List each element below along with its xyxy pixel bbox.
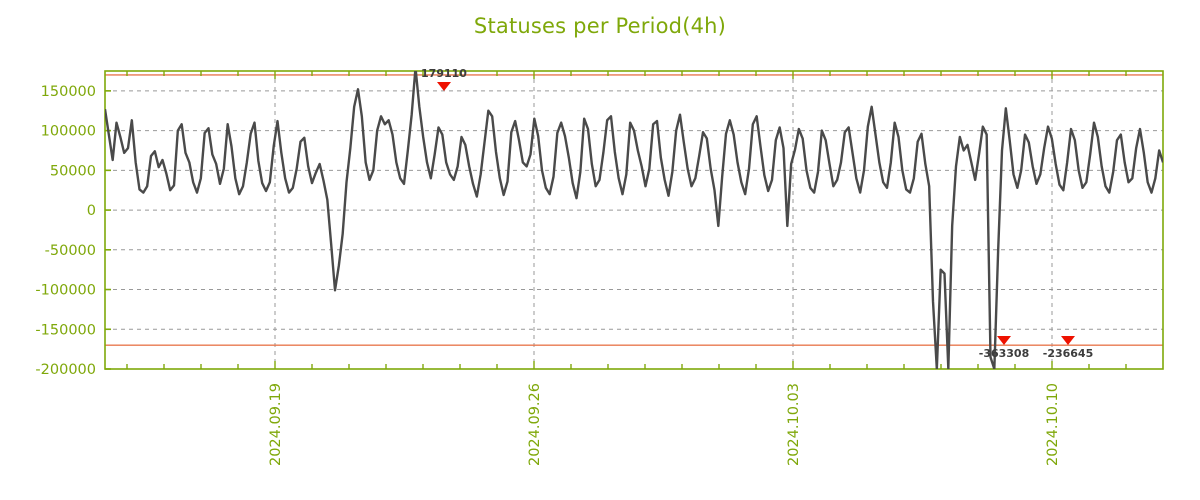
y-axis-labels: 150000 100000 50000 0 -50000 -100000 -150000 -2… xyxy=(35,84,96,378)
min-annotation-1-marker xyxy=(997,336,1011,345)
plot-frame xyxy=(104,70,1164,370)
y-axis-tick-label: 50000 xyxy=(50,163,96,179)
min-annotation-2-marker xyxy=(1061,336,1075,345)
min-annotation-2-label: -236645 xyxy=(1043,347,1094,360)
plot-background xyxy=(105,71,1163,369)
x-axis-tick-label: 2024.10.03 xyxy=(786,383,802,466)
min-annotation-1-label: -363308 xyxy=(979,347,1030,360)
y-axis-tick-label: -150000 xyxy=(35,322,96,338)
x-axis-tick-label: 2024.09.19 xyxy=(268,383,284,466)
annotations: 179110 -363308 -236645 xyxy=(421,67,1093,360)
y-axis-tick-label: -200000 xyxy=(35,362,96,378)
y-axis-tick-label: 150000 xyxy=(41,84,96,100)
max-annotation-label: 179110 xyxy=(421,67,467,80)
x-axis-tick-label: 2024.10.10 xyxy=(1045,383,1061,466)
threshold-lines xyxy=(105,74,1163,346)
gridlines xyxy=(105,71,1163,369)
x-axis-labels: 2024.09.19 2024.09.26 2024.10.03 2024.10.10 xyxy=(268,383,1061,466)
y-axis-tick-label: -50000 xyxy=(45,243,96,259)
chart-title: Statuses per Period(4h) xyxy=(473,14,727,38)
y-axis-tick-label: -100000 xyxy=(35,283,96,299)
plot-border xyxy=(104,70,1164,370)
max-annotation-marker xyxy=(437,82,451,91)
data-series xyxy=(105,71,1163,369)
x-axis-tick-label: 2024.09.26 xyxy=(527,383,543,466)
y-axis-tick-label: 100000 xyxy=(41,124,96,140)
y-axis-tick-label: 0 xyxy=(87,203,96,219)
series-line-statuses xyxy=(105,71,1163,369)
